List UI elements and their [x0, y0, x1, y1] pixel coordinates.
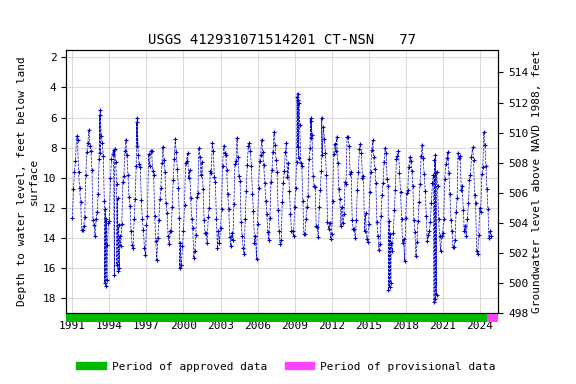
Y-axis label: Depth to water level, feet below land
surface: Depth to water level, feet below land su…	[17, 56, 39, 306]
Bar	[487, 314, 498, 323]
Bar	[66, 314, 487, 323]
Title: USGS 412931071514201 CT-NSN   77: USGS 412931071514201 CT-NSN 77	[148, 33, 416, 47]
Legend: Period of approved data, Period of provisional data: Period of approved data, Period of provi…	[76, 358, 500, 377]
Y-axis label: Groundwater level above NAVD 1988, feet: Groundwater level above NAVD 1988, feet	[532, 50, 543, 313]
